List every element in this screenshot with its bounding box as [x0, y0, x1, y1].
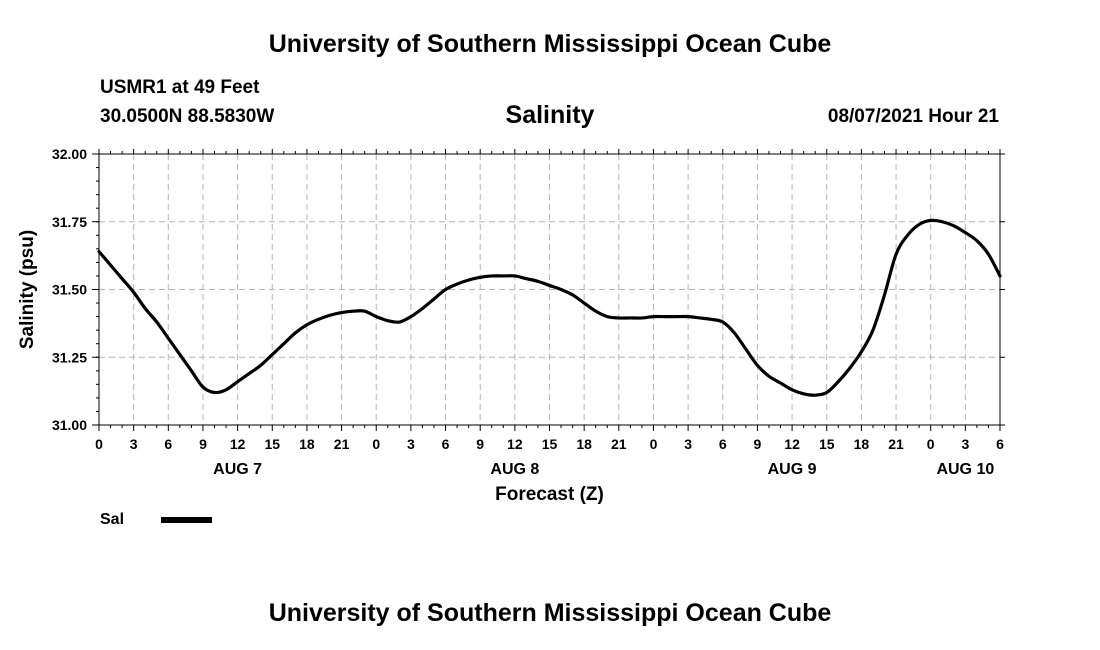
date-label: AUG 9 [768, 461, 817, 478]
x-tick-label: 12 [507, 436, 523, 452]
y-axis-title: Salinity (psu) [17, 230, 38, 349]
y-tick-label: 31.50 [52, 282, 87, 298]
x-tick-label: 18 [299, 436, 315, 452]
date-label: AUG 7 [213, 461, 262, 478]
x-tick-label: 3 [684, 436, 692, 452]
x-tick-label: 6 [996, 436, 1004, 452]
x-tick-label: 0 [95, 436, 103, 452]
salinity-chart: 0 3 6 9 12 15 18 21 0 3 6 9 12 15 18 21 0 3 6 9 12 15 18 21 0 3 6 3… [0, 0, 1100, 650]
date-label: AUG 8 [490, 461, 539, 478]
x-tick-label: 9 [754, 436, 762, 452]
x-tick-label: 3 [961, 436, 969, 452]
x-tick-label: 6 [442, 436, 450, 452]
x-axis-title: Forecast (Z) [495, 484, 604, 505]
y-tick-label: 31.00 [52, 417, 87, 433]
date-label: AUG 10 [936, 461, 994, 478]
x-tick-label: 3 [407, 436, 415, 452]
y-tick-label: 32.00 [52, 146, 87, 162]
x-tick-label: 15 [542, 436, 558, 452]
x-tick-label: 9 [476, 436, 484, 452]
x-tick-label: 21 [611, 436, 627, 452]
x-tick-label: 12 [230, 436, 246, 452]
footer-title: University of Southern Mississippi Ocean… [0, 599, 1100, 628]
x-tick-label: 6 [164, 436, 172, 452]
legend-label: Sal [100, 511, 124, 528]
y-tick-label: 31.75 [52, 214, 87, 230]
y-tick-label: 31.25 [52, 349, 87, 365]
legend: Sal [100, 511, 212, 528]
x-tick-label: 0 [650, 436, 658, 452]
x-tick-label: 0 [372, 436, 380, 452]
x-tick-label: 15 [264, 436, 280, 452]
x-tick-label: 18 [576, 436, 592, 452]
x-tick-label: 0 [927, 436, 935, 452]
x-tick-label: 12 [784, 436, 800, 452]
x-tick-label: 18 [854, 436, 870, 452]
x-tick-label: 21 [334, 436, 350, 452]
x-tick-label: 3 [130, 436, 138, 452]
x-tick-label: 15 [819, 436, 835, 452]
x-tick-label: 6 [719, 436, 727, 452]
x-tick-label: 21 [888, 436, 904, 452]
x-tick-label: 9 [199, 436, 207, 452]
